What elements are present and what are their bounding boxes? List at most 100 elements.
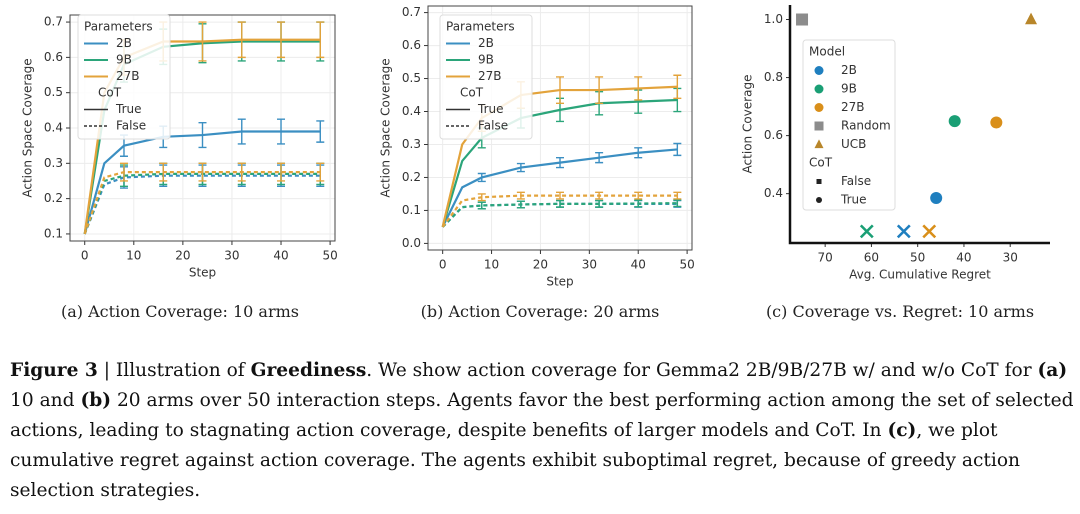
- legend-label: False: [116, 119, 146, 133]
- figure-caption: Figure 3 | Illustration of Greediness. W…: [10, 356, 1074, 506]
- legend-title: CoT: [460, 86, 484, 100]
- error-bar: [516, 162, 525, 173]
- error-bar: [556, 156, 564, 169]
- legend-title: Parameters: [446, 20, 515, 34]
- error-bar: [159, 162, 168, 182]
- x-axis-label: Step: [189, 266, 216, 280]
- y-tick-label: 0.6: [44, 50, 63, 64]
- y-tick-label: 0.1: [402, 203, 421, 217]
- series-line: [83, 174, 321, 235]
- series-line: [83, 171, 321, 235]
- error-bar: [477, 201, 486, 210]
- error-bar: [634, 147, 643, 159]
- marker: [814, 103, 824, 112]
- error-bar: [316, 21, 325, 59]
- error-bar: [595, 152, 604, 164]
- error-bar: [595, 191, 604, 200]
- error-bar: [277, 162, 286, 182]
- legend-label: 9B: [478, 53, 494, 67]
- legend-box: [439, 14, 533, 140]
- marker: [948, 115, 961, 128]
- x-tick-label: 20: [175, 249, 190, 263]
- y-tick-label: 0.2: [402, 170, 421, 184]
- y-axis-label: Action Coverage: [741, 75, 755, 174]
- legend-title: CoT: [98, 86, 122, 100]
- y-tick-label: 0.2: [44, 191, 63, 205]
- y-tick-label: 0.3: [44, 156, 63, 170]
- series-line: [441, 148, 678, 228]
- x-tick-label: 30: [582, 258, 597, 272]
- x-tick-label: 10: [484, 258, 499, 272]
- y-tick-label: 0.0: [402, 236, 421, 250]
- error-bar: [198, 162, 207, 182]
- caption-text: (c): [887, 420, 917, 441]
- x-tick-label: 60: [864, 251, 879, 265]
- y-tick-label: 0.1: [44, 226, 63, 240]
- caption-text: 20 arms over 50 interaction steps. Agent…: [10, 390, 1074, 441]
- error-bar: [634, 199, 643, 208]
- series-line: [441, 85, 678, 228]
- error-bar: [673, 199, 682, 208]
- y-tick-label: 0.7: [402, 5, 421, 19]
- caption-text: (b): [80, 390, 112, 411]
- y-tick-label: 0.5: [402, 71, 421, 85]
- legend-label: 2B: [478, 36, 494, 50]
- error-bar: [119, 162, 128, 182]
- marker: [990, 116, 1003, 129]
- error-bar: [516, 200, 525, 209]
- error-bar: [634, 191, 643, 200]
- error-bar: [634, 76, 643, 101]
- x-tick-label: 40: [273, 249, 288, 263]
- error-bar: [477, 193, 486, 202]
- legend-label: 27B: [478, 69, 502, 83]
- y-tick-label: 0.4: [402, 104, 421, 118]
- y-tick-label: 0.8: [764, 70, 783, 84]
- series-line: [441, 202, 678, 228]
- axes-spine: [788, 5, 1050, 245]
- error-bar: [673, 74, 682, 100]
- legend-label: 2B: [841, 63, 857, 77]
- error-bar: [198, 122, 207, 149]
- marker: [814, 66, 824, 75]
- error-bar: [316, 120, 325, 143]
- error-bar: [556, 76, 564, 104]
- error-bar: [595, 199, 604, 208]
- legend-label: False: [478, 119, 508, 133]
- x-tick-label: 10: [126, 249, 141, 263]
- marker: [896, 224, 911, 239]
- error-bar: [477, 172, 486, 183]
- y-tick-label: 0.6: [402, 38, 421, 52]
- legend-title: Model: [809, 45, 845, 59]
- y-axis-label: Action Space Coverage: [21, 58, 35, 197]
- x-tick-label: 30: [1003, 251, 1018, 265]
- error-bar: [516, 191, 525, 200]
- x-tick-label: 0: [81, 249, 89, 263]
- legend-title: CoT: [809, 156, 833, 170]
- y-axis-label: Action Space Coverage: [379, 58, 393, 197]
- caption-text: (a): [1037, 360, 1068, 381]
- error-bar: [237, 162, 246, 182]
- caption-text: Figure 3: [10, 360, 98, 381]
- subcaption: (b) Action Coverage: 20 arms: [420, 302, 660, 321]
- series-line: [83, 172, 321, 235]
- series-line: [441, 98, 678, 228]
- error-bar: [595, 76, 604, 104]
- legend-label: True: [840, 193, 867, 207]
- marker: [814, 84, 824, 94]
- legend-box: [77, 14, 171, 140]
- subcaption: (c) Coverage vs. Regret: 10 arms: [765, 302, 1035, 321]
- marker: [796, 13, 809, 26]
- plot-frame: [427, 5, 693, 251]
- marker: [816, 179, 822, 184]
- legend-title: Parameters: [84, 20, 153, 34]
- marker: [1025, 12, 1038, 25]
- y-tick-label: 0.3: [402, 137, 421, 151]
- error-bar: [277, 21, 286, 59]
- legend-box: [802, 39, 896, 211]
- legend-label: 2B: [116, 36, 132, 50]
- x-tick-label: 50: [322, 249, 337, 263]
- error-bar: [673, 142, 682, 157]
- error-bar: [316, 162, 325, 182]
- y-tick-label: 1.0: [764, 12, 783, 26]
